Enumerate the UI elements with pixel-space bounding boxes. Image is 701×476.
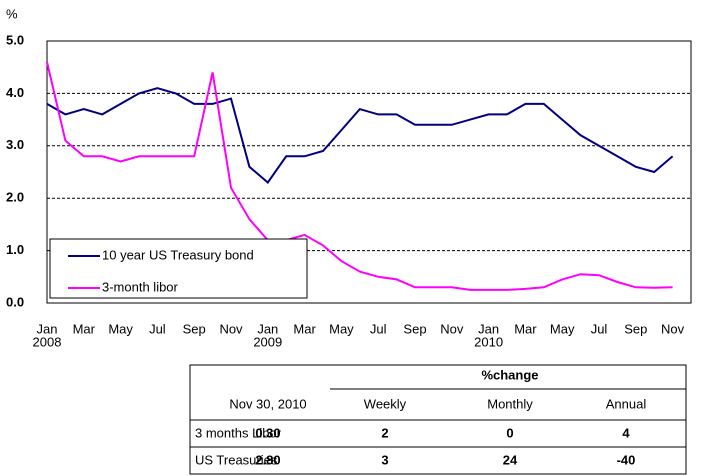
legend-label: 3-month libor: [102, 279, 179, 294]
table-cell: 0: [506, 425, 513, 440]
y-tick-label: 3.0: [6, 137, 24, 152]
table-column-header: Annual: [606, 396, 647, 411]
x-tick-label: Sep: [624, 321, 647, 336]
y-tick-label: 2.0: [6, 190, 24, 205]
x-tick-label: Jul: [370, 321, 387, 336]
x-tick-label: Mar: [293, 321, 316, 336]
table-cell: 2.80: [255, 452, 280, 467]
y-tick-label: 0.0: [6, 294, 24, 309]
table-cell: 24: [503, 452, 518, 467]
table-cell: 2: [381, 425, 388, 440]
x-tick-label: Jul: [591, 321, 608, 336]
table-column-header: Nov 30, 2010: [229, 396, 306, 411]
x-year-label: 2008: [33, 334, 62, 349]
x-tick-label: May: [329, 321, 354, 336]
table-row-label: 3 months Libor: [195, 425, 282, 440]
table-column-header: Weekly: [364, 396, 407, 411]
x-tick-label: Jul: [149, 321, 166, 336]
table-column-header: Monthly: [487, 396, 533, 411]
x-tick-label: Sep: [403, 321, 426, 336]
table-cell: 0.30: [255, 425, 280, 440]
legend-label: 10 year US Treasury bond: [102, 247, 254, 262]
series-line: [46, 87, 674, 184]
y-tick-label: 4.0: [6, 85, 24, 100]
y-axis-label: %: [6, 6, 18, 21]
table-cell: 3: [381, 452, 388, 467]
table-cell: -40: [617, 452, 636, 467]
table-row-label: US Treasuries: [195, 452, 278, 467]
series-line: [46, 61, 673, 291]
table-group-header: %change: [481, 367, 538, 382]
x-tick-label: May: [550, 321, 575, 336]
x-tick-label: Nov: [219, 321, 243, 336]
x-tick-label: Sep: [183, 321, 206, 336]
x-tick-label: Jan: [257, 321, 278, 336]
x-tick-label: Mar: [73, 321, 96, 336]
x-tick-label: Mar: [514, 321, 537, 336]
x-tick-label: Nov: [440, 321, 464, 336]
x-tick-label: Jan: [478, 321, 499, 336]
x-year-label: 2010: [474, 334, 503, 349]
x-tick-label: Jan: [37, 321, 58, 336]
x-tick-label: May: [108, 321, 133, 336]
y-tick-label: 1.0: [6, 242, 24, 257]
table-cell: 4: [622, 425, 630, 440]
y-tick-label: 5.0: [6, 32, 24, 47]
x-year-label: 2009: [253, 334, 282, 349]
x-tick-label: Nov: [661, 321, 685, 336]
plot-border: [46, 40, 692, 304]
